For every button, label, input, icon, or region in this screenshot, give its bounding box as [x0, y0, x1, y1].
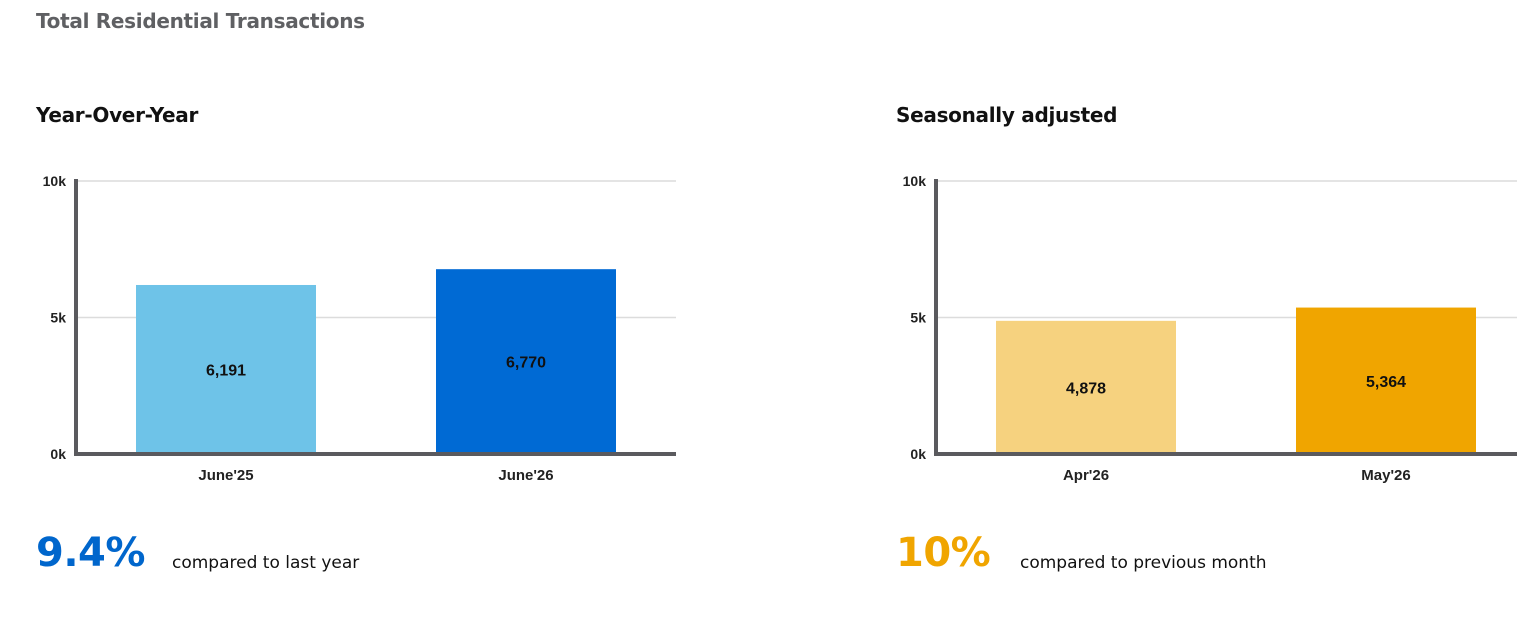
y-tick-label: 5k — [50, 310, 66, 326]
yoy-change-text: compared to last year — [172, 553, 360, 573]
bar — [1296, 307, 1476, 454]
bar — [136, 284, 316, 454]
y-tick-label: 0k — [50, 446, 66, 462]
x-category-label: May'26 — [1361, 467, 1410, 484]
x-category-label: June'25 — [198, 467, 253, 484]
mom-change-text: compared to previous month — [1020, 553, 1267, 573]
seasonally-adjusted-panel: Seasonally adjusted 0k 5k 10k 4,878 Apr'26 5,… — [860, 0, 1517, 627]
y-tick-label: 10k — [903, 173, 927, 189]
mom-change-value: 10% — [896, 530, 991, 576]
bar-value-label: 6,191 — [206, 362, 246, 379]
year-over-year-panel: Year-Over-Year 0k 5k 10k 6,191 June'25 6,770 J… — [0, 0, 700, 627]
y-tick-label: 10k — [43, 173, 67, 189]
year-over-year-chart: 0k 5k 10k 6,191 June'25 6,770 June'26 — [43, 173, 676, 484]
bar-value-label: 4,878 — [1066, 380, 1106, 397]
y-tick-label: 5k — [910, 310, 926, 326]
seasonally-adjusted-chart: 0k 5k 10k 4,878 Apr'26 5,364 May'26 — [903, 173, 1517, 484]
panel-title-seasonally-adjusted: Seasonally adjusted — [896, 103, 1118, 127]
x-category-label: Apr'26 — [1063, 467, 1109, 484]
bar — [436, 269, 616, 454]
x-category-label: June'26 — [498, 467, 553, 484]
bar-value-label: 5,364 — [1366, 374, 1406, 391]
bar — [996, 320, 1176, 454]
panel-title-year-over-year: Year-Over-Year — [36, 103, 199, 127]
yoy-change-value: 9.4% — [36, 530, 145, 576]
y-tick-label: 0k — [910, 446, 926, 462]
page-title: Total Residential Transactions — [36, 9, 365, 33]
bar-value-label: 6,770 — [506, 355, 546, 372]
